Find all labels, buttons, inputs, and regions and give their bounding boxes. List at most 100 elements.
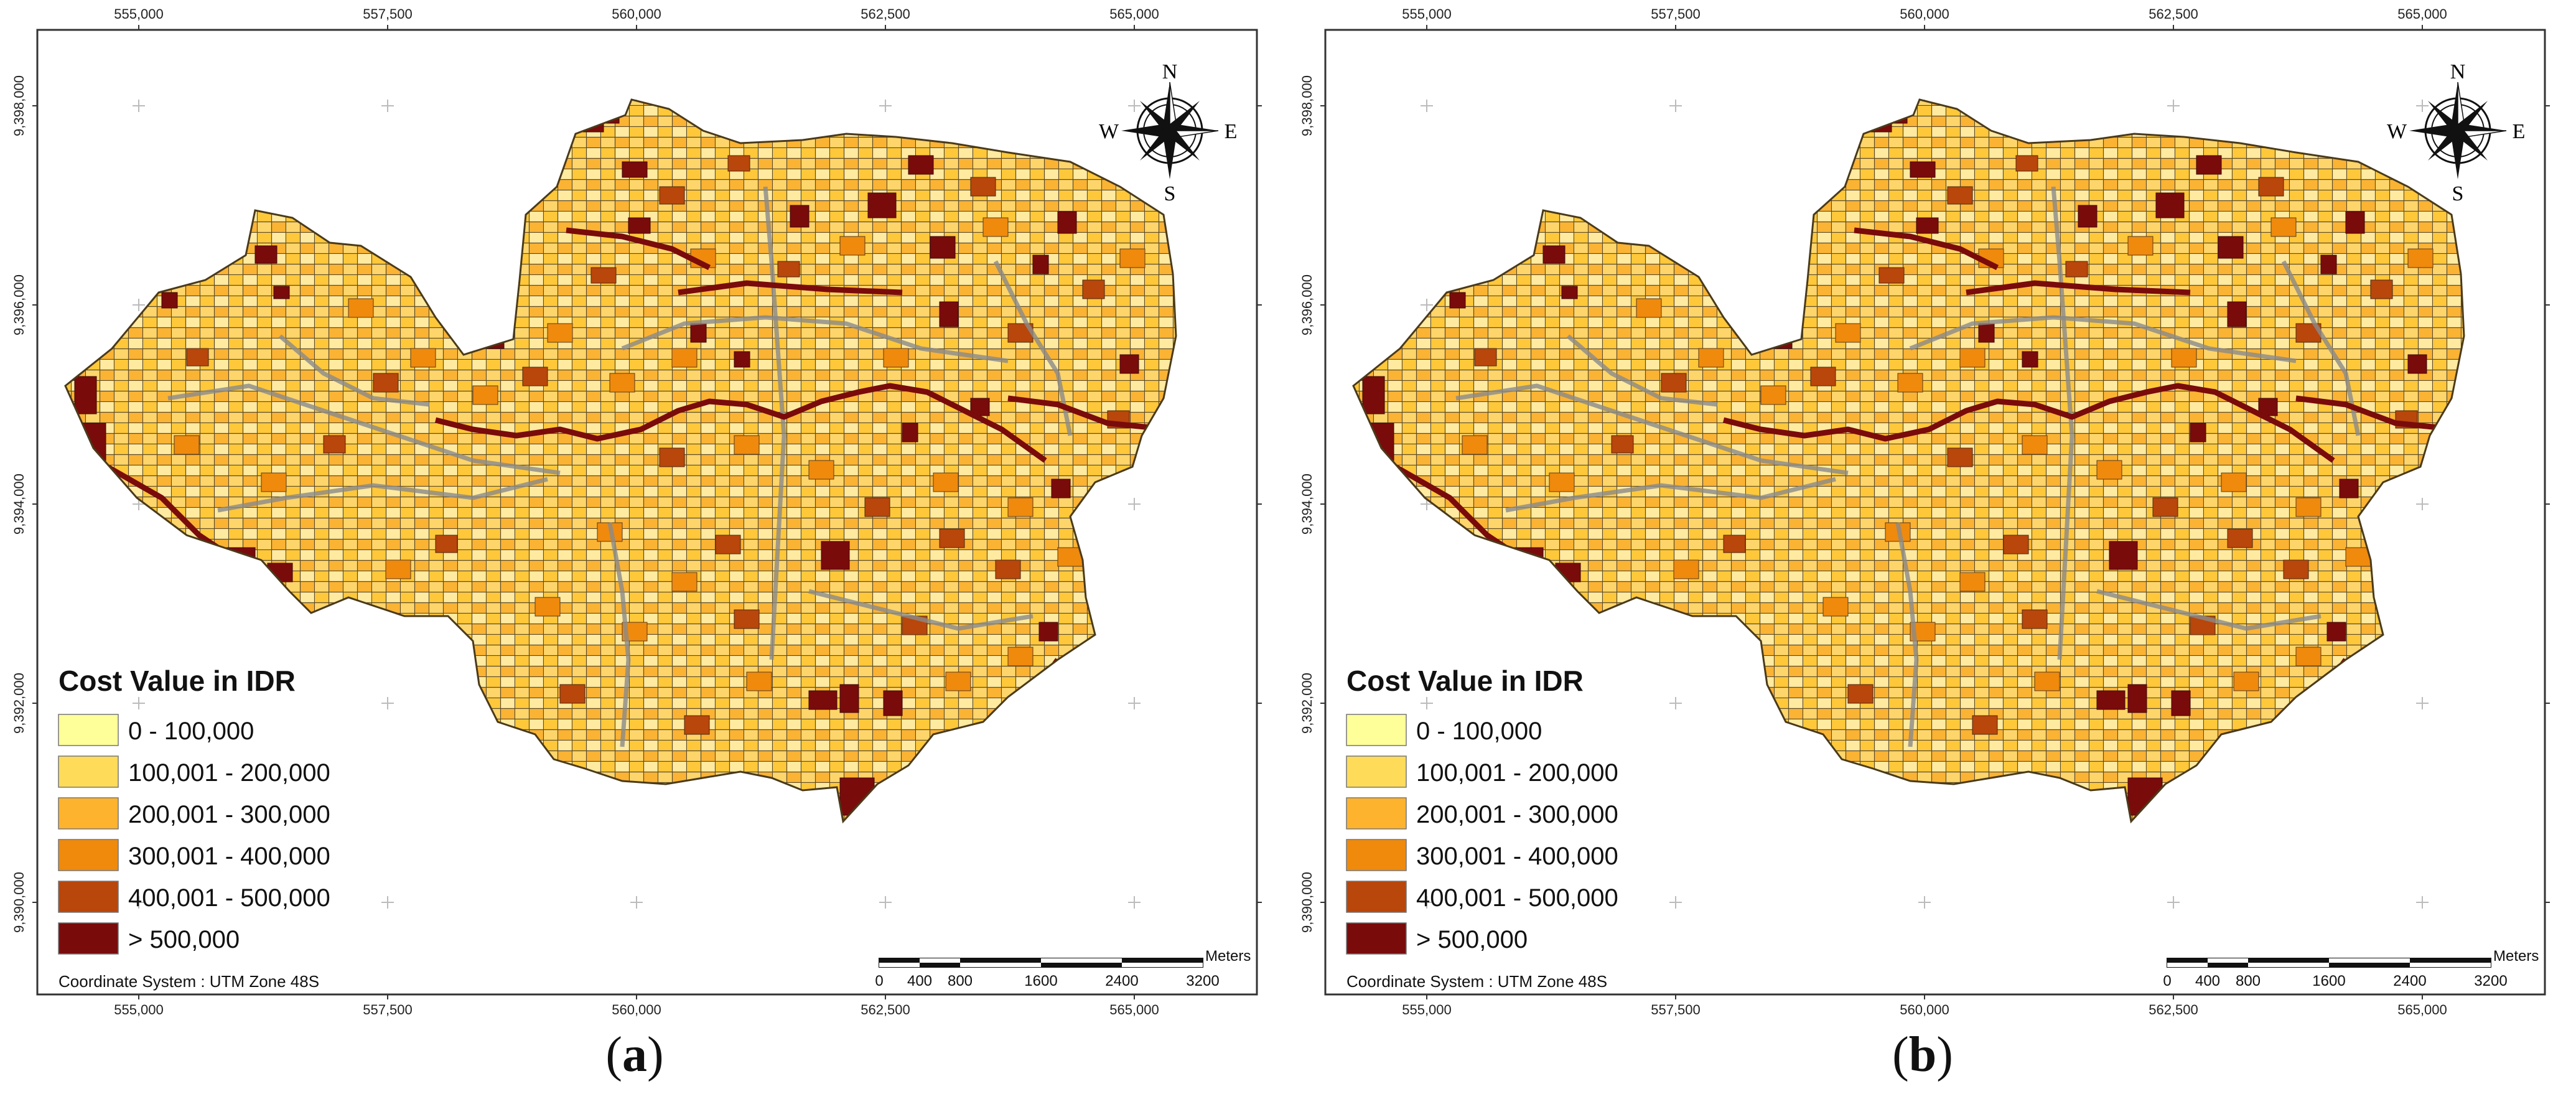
parcel-400k-500k <box>995 559 1021 579</box>
legend-label: 400,001 - 500,000 <box>128 884 330 912</box>
road-line <box>1455 383 1849 475</box>
parcel-400k-500k <box>970 177 996 197</box>
scale-bar-segment <box>2208 963 2248 967</box>
parcel-300k-400k <box>410 348 436 368</box>
parcel-300k-400k <box>2022 435 2048 455</box>
legend: Cost Value in IDR 0 - 100,000 100,001 - 20… <box>1346 665 1618 955</box>
legend-swatch <box>58 714 119 746</box>
scale-bar-segment <box>2410 958 2491 963</box>
scale-bar-label: 1600 <box>1024 973 1057 989</box>
parcel-300k-400k <box>348 298 374 318</box>
parcel-300k-400k <box>2407 248 2434 268</box>
x-tick-label-bottom: 560,000 <box>1900 1002 1949 1017</box>
parcel-400k-500k <box>2015 155 2038 172</box>
parcel-over-500k <box>2109 541 2138 570</box>
x-tick-label-bottom: 555,000 <box>114 1002 164 1017</box>
parcel-400k-500k <box>2003 535 2029 554</box>
legend-swatch <box>1346 797 1407 830</box>
grid-cross <box>879 896 892 909</box>
parcel-400k-500k <box>2065 261 2088 278</box>
grid-cross <box>2167 896 2180 909</box>
parcel-300k-400k <box>1897 373 1923 393</box>
parcel-300k-400k <box>1698 348 1724 368</box>
legend-swatch <box>1346 881 1407 913</box>
road-line <box>621 315 1009 363</box>
parcel-over-500k <box>734 351 750 368</box>
parcel-300k-400k <box>609 373 635 393</box>
map-svg-b: 555,000 555,000 557,500 557,500 560,000 560,0… <box>1299 6 2550 1017</box>
parcel-400k-500k <box>559 684 586 704</box>
compass-diag-2 <box>2428 101 2488 161</box>
scale-bar-segment <box>1041 963 1122 967</box>
scale-bar-segment <box>2329 963 2410 967</box>
river-line <box>1854 227 1999 271</box>
grid-cross <box>381 100 394 112</box>
coordinate-system-note: Coordinate System : UTM Zone 48S <box>1346 972 1607 991</box>
parcel-400k-500k <box>715 535 741 554</box>
parcel-over-500k <box>2078 205 2098 228</box>
scale-bar-label: 400 <box>907 973 932 989</box>
scale-bar: 0 400 800 1600 2400 3200 Meters <box>875 948 1251 989</box>
parcel-400k-500k <box>1972 715 1998 735</box>
scale-bar-segment <box>2167 963 2208 967</box>
x-tick-label-top: 557,500 <box>363 6 413 22</box>
compass-e-label: E <box>2513 120 2526 143</box>
legend-title: Cost Value in IDR <box>1346 665 1584 697</box>
parcel-300k-400k <box>1057 547 1083 567</box>
legend-label: > 500,000 <box>1416 926 1528 953</box>
parcel-300k-400k <box>1959 348 1986 368</box>
scale-bar-label: 2400 <box>1105 973 1138 989</box>
legend: Cost Value in IDR 0 - 100,000 100,001 - 20… <box>58 665 330 955</box>
parcel-300k-400k <box>2034 671 2060 691</box>
parcel-over-500k <box>839 684 859 713</box>
river-line <box>678 280 903 296</box>
parcel-400k-500k <box>939 528 965 548</box>
scale-bar-label: 0 <box>2163 973 2171 989</box>
legend-label: 300,001 - 400,000 <box>1416 843 1618 870</box>
grid-cross <box>1128 100 1141 112</box>
parcel-over-500k <box>1449 292 1466 309</box>
parcel-over-500k <box>2227 301 2247 327</box>
scale-bar-segment <box>920 963 960 967</box>
grid-cross <box>381 697 394 709</box>
y-tick-label-left: 9,392,000 <box>11 673 27 734</box>
parcel-300k-400k <box>1673 559 1699 579</box>
parcel-300k-400k <box>982 217 1009 237</box>
parcel-300k-400k <box>671 572 698 592</box>
parcel-400k-500k <box>1082 279 1105 299</box>
parcel-300k-400k <box>734 435 760 455</box>
x-tick-label-bottom: 557,500 <box>1651 1002 1701 1017</box>
parcel-over-500k <box>690 323 707 343</box>
y-tick-label-left: 9,396,000 <box>11 274 27 335</box>
map-panel-a: 555,000 555,000 557,500 557,500 560,000 560,0… <box>0 0 1269 1099</box>
parcel-300k-400k <box>1760 385 1786 405</box>
grid-cross <box>133 100 145 112</box>
parcel-300k-400k <box>1007 647 1034 666</box>
parcel-400k-500k <box>1474 348 1497 367</box>
x-tick-label-bottom: 565,000 <box>1109 1002 1159 1017</box>
x-tick-label-bottom: 562,500 <box>861 1002 910 1017</box>
parcel-400k-500k <box>186 348 209 367</box>
compass-s-label: S <box>1164 182 1176 205</box>
figure-caption-a: (a) <box>605 1027 664 1082</box>
parcel-400k-500k <box>1947 447 1973 467</box>
parcel-over-500k <box>2218 236 2244 259</box>
legend-label: 0 - 100,000 <box>1416 718 1542 745</box>
grid-cross <box>1421 100 1433 112</box>
grid-cross <box>1669 100 1682 112</box>
parcel-300k-400k <box>746 671 772 691</box>
parcel-400k-500k <box>522 367 548 386</box>
x-axis-ticks: 555,000 555,000 557,500 557,500 560,000 560,0… <box>114 6 1159 1017</box>
scale-bar-segment <box>1041 958 1122 963</box>
parcel-300k-400k <box>839 236 866 256</box>
grid-cross <box>381 896 394 909</box>
grid-cross <box>1421 697 1433 709</box>
scale-bar-segment <box>2167 958 2208 963</box>
road-line <box>1566 334 1718 407</box>
legend-label: 200,001 - 300,000 <box>128 801 330 828</box>
x-tick-label-top: 562,500 <box>2149 6 2198 22</box>
legend-swatch <box>58 797 119 830</box>
parcel-400k-500k <box>727 155 750 172</box>
parcel-over-500k <box>808 690 838 710</box>
parcel-300k-400k <box>2171 348 2197 368</box>
